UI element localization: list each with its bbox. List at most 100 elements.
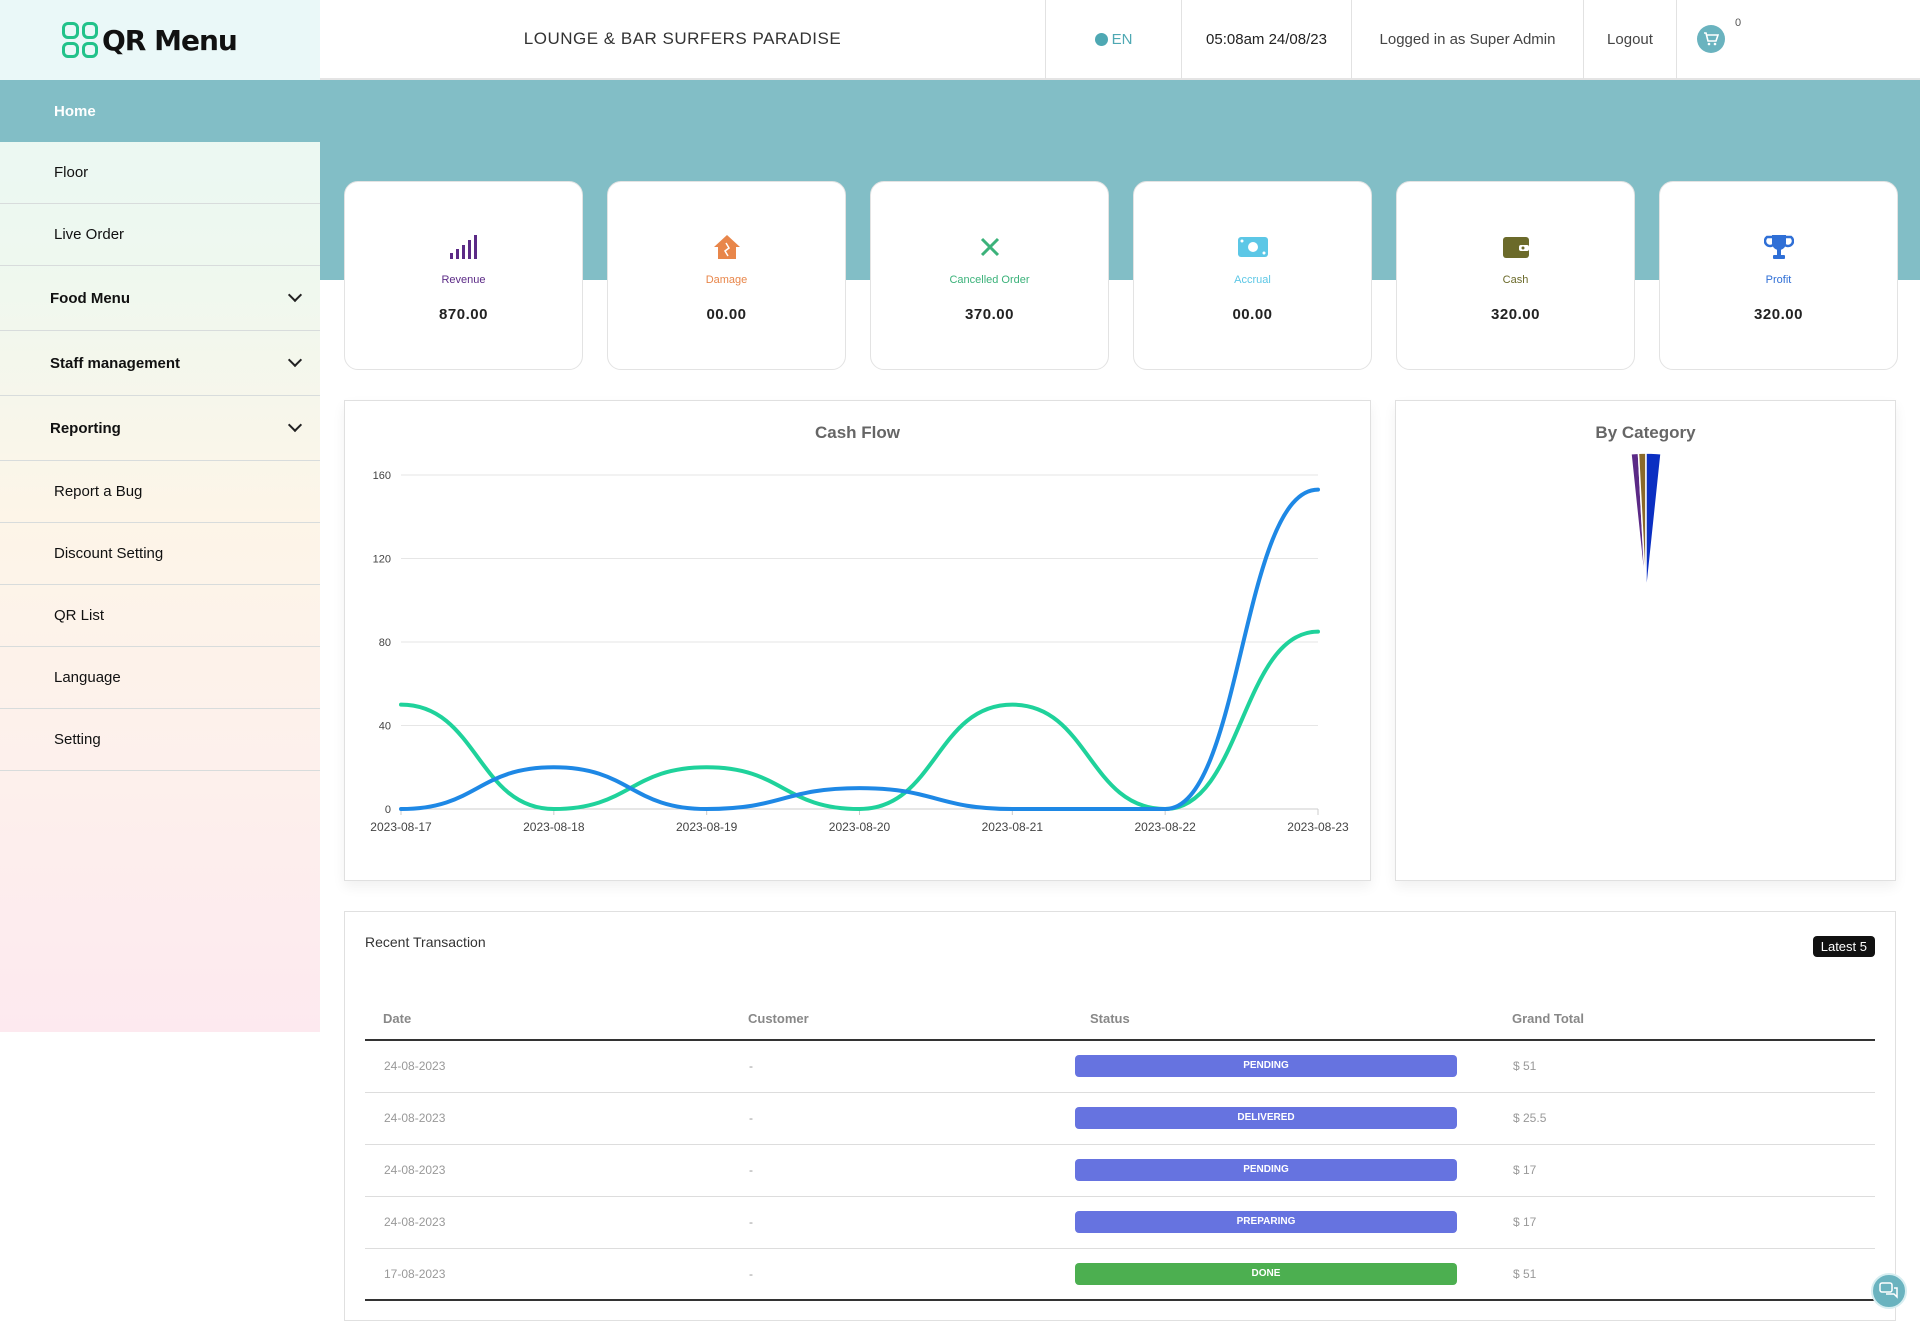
trophy-icon <box>1763 232 1794 262</box>
column-customer: Customer <box>730 997 1072 1041</box>
column-grand-total: Grand Total <box>1494 997 1875 1041</box>
row-customer: - <box>730 1040 1072 1093</box>
latest-badge: Latest 5 <box>1812 936 1875 957</box>
cash-value: 320.00 <box>1491 306 1540 323</box>
logout-button[interactable]: Logout <box>1583 0 1676 79</box>
sidebar-item-setting[interactable]: Setting <box>0 709 320 771</box>
sidebar-item-label: Food Menu <box>50 289 130 307</box>
row-status-cell: PENDING <box>1072 1144 1494 1197</box>
wallet-icon <box>1502 232 1530 262</box>
sidebar-item-label: Language <box>54 669 121 686</box>
damage-label: Damage <box>705 274 748 286</box>
sidebar-item-label: Live Order <box>54 226 125 243</box>
accrual-value: 00.00 <box>1232 306 1273 323</box>
accrual-card: Accrual 00.00 <box>1133 181 1372 370</box>
damage-card: Damage 00.00 <box>607 181 846 370</box>
logo[interactable]: QR Menu <box>0 0 320 80</box>
chat-button[interactable] <box>1871 1273 1907 1309</box>
row-grand-total: $ 17 <box>1494 1196 1875 1249</box>
table-row[interactable]: 17-08-2023- DONE $ 51 <box>365 1248 1875 1301</box>
row-date: 24-08-2023 <box>365 1196 730 1249</box>
transactions-table: Date Customer Status Grand Total 24-08-2… <box>365 997 1875 1301</box>
y-tick-label: 120 <box>373 554 391 566</box>
sidebar-item-label: Report a Bug <box>54 483 143 500</box>
sidebar: QR Menu Home Floor Live Order Food Menu Staf… <box>0 0 320 1032</box>
x-tick-label: 2023-08-19 <box>676 820 738 834</box>
house-damage-icon <box>712 232 742 262</box>
series-line-0 <box>399 629 1320 812</box>
sidebar-item-staff-management[interactable]: Staff management <box>0 331 320 396</box>
sidebar-item-food-menu[interactable]: Food Menu <box>0 266 320 331</box>
y-tick-label: 160 <box>373 470 391 482</box>
table-row[interactable]: 24-08-2023- PREPARING $ 17 <box>365 1196 1875 1249</box>
x-tick-label: 2023-08-20 <box>829 820 891 834</box>
sidebar-item-label: Floor <box>54 164 89 181</box>
sidebar-item-floor[interactable]: Floor <box>0 142 320 204</box>
revenue-card: Revenue 870.00 <box>344 181 583 370</box>
revenue-label: Revenue <box>441 274 486 286</box>
revenue-value: 870.00 <box>439 306 488 323</box>
cart-icon <box>1697 25 1725 53</box>
sidebar-item-label: Setting <box>54 731 101 748</box>
table-row[interactable]: 24-08-2023- DELIVERED $ 25.5 <box>365 1092 1875 1145</box>
row-date: 24-08-2023 <box>365 1144 730 1197</box>
y-tick-label: 40 <box>379 721 391 733</box>
damage-value: 00.00 <box>706 306 747 323</box>
sidebar-item-label: Reporting <box>50 419 121 437</box>
header-band <box>320 80 1920 280</box>
row-customer: - <box>730 1144 1072 1197</box>
pie-slice-2 <box>1645 452 1662 598</box>
sidebar-item-qr-list[interactable]: QR List <box>0 585 320 647</box>
sidebar-item-reporting[interactable]: Reporting <box>0 396 320 461</box>
top-header: LOUNGE & BAR SURFERS PARADISE EN 05:08am… <box>320 0 1920 80</box>
venue-title: LOUNGE & BAR SURFERS PARADISE <box>523 29 842 48</box>
row-status-cell: PENDING <box>1072 1040 1494 1093</box>
transactions-title: Recent Transaction <box>365 934 486 950</box>
row-status-cell: PREPARING <box>1072 1196 1494 1249</box>
recent-transactions: Recent Transaction Latest 5 Date Custome… <box>344 911 1896 1321</box>
row-grand-total: $ 51 <box>1494 1040 1875 1093</box>
sidebar-item-live-order[interactable]: Live Order <box>0 204 320 266</box>
money-bill-icon <box>1237 232 1269 262</box>
cart-button[interactable]: 0 <box>1676 0 1756 79</box>
cancelled-order-card: Cancelled Order 370.00 <box>870 181 1109 370</box>
by-category-title: By Category <box>1595 423 1696 442</box>
x-tick-label: 2023-08-21 <box>982 820 1044 834</box>
globe-icon <box>1094 32 1108 46</box>
qr-logo-icon <box>62 22 98 58</box>
row-date: 24-08-2023 <box>365 1040 730 1093</box>
status-badge: PREPARING <box>1075 1211 1457 1233</box>
series-line-1 <box>399 487 1320 812</box>
brand-name: QR Menu <box>102 23 238 57</box>
cancelled-order-value: 370.00 <box>965 306 1014 323</box>
sidebar-item-report-a-bug[interactable]: Report a Bug <box>0 461 320 523</box>
sidebar-item-label: Staff management <box>50 354 181 372</box>
sidebar-item-language[interactable]: Language <box>0 647 320 709</box>
language-switcher[interactable]: EN <box>1045 0 1181 79</box>
status-badge: DONE <box>1075 1262 1457 1285</box>
cash-flow-chart: 0 40 80 120 160 2023-08-17 2023-08-18 2023-08-1… <box>370 470 1349 834</box>
sidebar-item-label: Home <box>54 102 96 120</box>
profit-value: 320.00 <box>1754 306 1803 323</box>
profit-card: Profit 320.00 <box>1659 181 1898 370</box>
row-customer: - <box>730 1092 1072 1145</box>
sidebar-item-label: Discount Setting <box>54 545 164 562</box>
table-header-row: Date Customer Status Grand Total <box>365 997 1875 1041</box>
table-row[interactable]: 24-08-2023- PENDING $ 17 <box>365 1144 1875 1197</box>
transactions-body: 24-08-2023- PENDING $ 51 24-08-2023- DELIVER… <box>365 1040 1875 1301</box>
sidebar-item-home[interactable]: Home <box>0 80 320 142</box>
sidebar-item-discount-setting[interactable]: Discount Setting <box>0 523 320 585</box>
status-badge: PENDING <box>1075 1159 1457 1181</box>
row-status-cell: DELIVERED <box>1072 1092 1494 1145</box>
close-icon <box>979 232 1001 262</box>
x-tick-label: 2023-08-18 <box>523 820 585 834</box>
cash-flow-title: Cash Flow <box>814 423 900 442</box>
chevron-down-icon <box>287 352 303 368</box>
cancelled-order-label: Cancelled Order <box>949 274 1030 286</box>
logged-in-user: Logged in as Super Admin <box>1351 0 1583 79</box>
column-status: Status <box>1072 997 1494 1041</box>
row-status-cell: DONE <box>1072 1248 1494 1301</box>
table-row[interactable]: 24-08-2023- PENDING $ 51 <box>365 1040 1875 1093</box>
row-date: 17-08-2023 <box>365 1248 730 1301</box>
column-date: Date <box>365 997 730 1041</box>
